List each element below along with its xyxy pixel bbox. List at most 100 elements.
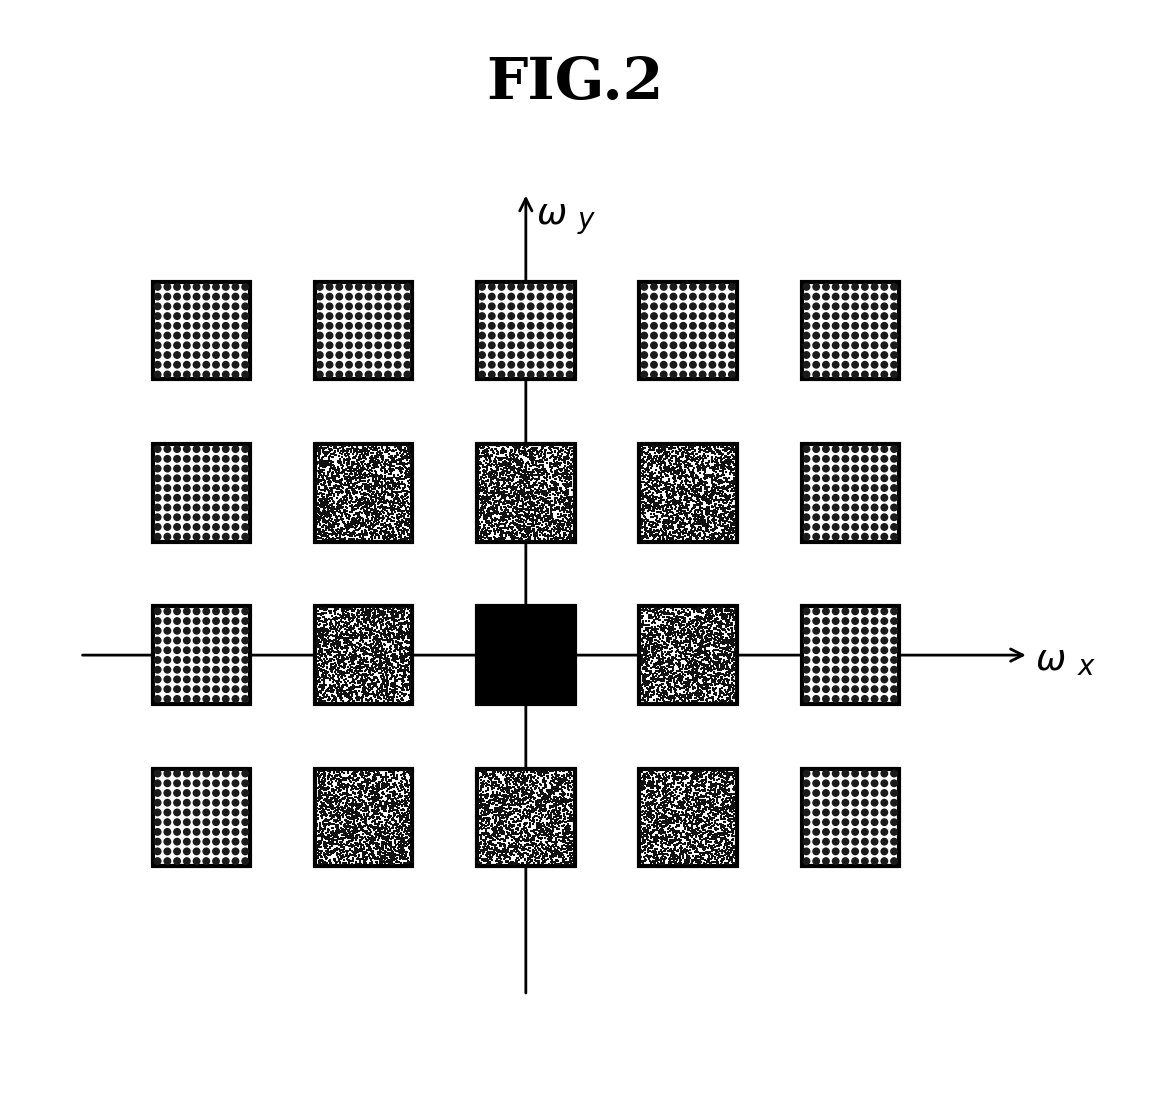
- Point: [321, 804, 339, 822]
- Point: [399, 517, 417, 534]
- Point: [331, 527, 349, 544]
- Point: [315, 613, 333, 631]
- Point: [674, 680, 693, 697]
- Point: [362, 453, 380, 470]
- Point: [686, 685, 704, 703]
- Circle shape: [832, 667, 839, 673]
- Circle shape: [728, 284, 735, 290]
- Point: [722, 518, 740, 536]
- Circle shape: [709, 293, 716, 299]
- Circle shape: [164, 828, 170, 835]
- Point: [364, 807, 383, 824]
- Point: [655, 611, 673, 628]
- Point: [560, 766, 578, 784]
- Point: [553, 507, 571, 525]
- Circle shape: [890, 637, 897, 644]
- Point: [400, 808, 418, 825]
- Point: [558, 485, 577, 503]
- Point: [339, 484, 357, 502]
- Point: [657, 514, 676, 531]
- Point: [308, 482, 326, 500]
- Point: [336, 632, 354, 649]
- Circle shape: [670, 313, 677, 319]
- Point: [723, 810, 741, 827]
- Point: [471, 847, 489, 865]
- Point: [477, 835, 495, 853]
- Point: [691, 845, 709, 862]
- Point: [353, 615, 371, 633]
- Point: [647, 516, 665, 533]
- Point: [479, 468, 498, 485]
- Point: [318, 504, 337, 521]
- Point: [535, 513, 554, 530]
- Point: [316, 504, 334, 521]
- Circle shape: [164, 627, 170, 634]
- Point: [373, 454, 392, 471]
- Point: [381, 643, 400, 660]
- Point: [658, 507, 677, 525]
- Point: [668, 847, 686, 865]
- Point: [679, 472, 697, 490]
- Point: [694, 783, 712, 800]
- Point: [470, 792, 488, 810]
- Point: [640, 808, 658, 825]
- Point: [479, 797, 498, 814]
- Point: [385, 786, 403, 803]
- Point: [498, 783, 516, 800]
- Circle shape: [336, 362, 342, 368]
- Point: [563, 507, 581, 525]
- Point: [336, 447, 354, 465]
- Point: [344, 850, 362, 868]
- Point: [674, 503, 693, 520]
- Point: [549, 524, 568, 541]
- Circle shape: [881, 485, 887, 491]
- Point: [686, 810, 704, 827]
- Point: [329, 798, 347, 815]
- Point: [679, 526, 697, 543]
- Point: [500, 798, 518, 815]
- Point: [545, 798, 563, 815]
- Point: [315, 616, 333, 634]
- Point: [709, 622, 727, 639]
- Point: [341, 458, 360, 475]
- Point: [704, 657, 723, 674]
- Point: [514, 848, 532, 866]
- Point: [561, 797, 579, 814]
- Point: [489, 514, 508, 531]
- Point: [517, 824, 535, 842]
- Point: [367, 686, 385, 704]
- Point: [642, 516, 661, 533]
- Point: [326, 790, 345, 808]
- Point: [314, 671, 332, 689]
- Point: [388, 472, 407, 490]
- Point: [326, 611, 345, 628]
- Point: [475, 469, 493, 486]
- Point: [692, 656, 710, 673]
- Point: [316, 779, 334, 797]
- Point: [724, 682, 742, 700]
- Point: [386, 812, 404, 830]
- Point: [378, 678, 396, 695]
- Point: [346, 513, 364, 530]
- Point: [656, 812, 674, 830]
- Point: [715, 818, 733, 835]
- Point: [683, 771, 701, 788]
- Point: [364, 650, 383, 668]
- Point: [694, 522, 712, 540]
- Point: [715, 518, 733, 536]
- Point: [399, 461, 417, 479]
- Point: [534, 772, 553, 789]
- Point: [548, 465, 566, 482]
- Point: [322, 473, 340, 491]
- Point: [549, 780, 568, 798]
- Point: [526, 487, 545, 505]
- Point: [645, 492, 663, 509]
- Point: [638, 777, 656, 795]
- Point: [479, 792, 498, 810]
- Point: [350, 609, 369, 626]
- Point: [518, 448, 537, 466]
- Point: [392, 654, 410, 671]
- Point: [346, 816, 364, 834]
- Point: [365, 674, 384, 692]
- Point: [694, 645, 712, 662]
